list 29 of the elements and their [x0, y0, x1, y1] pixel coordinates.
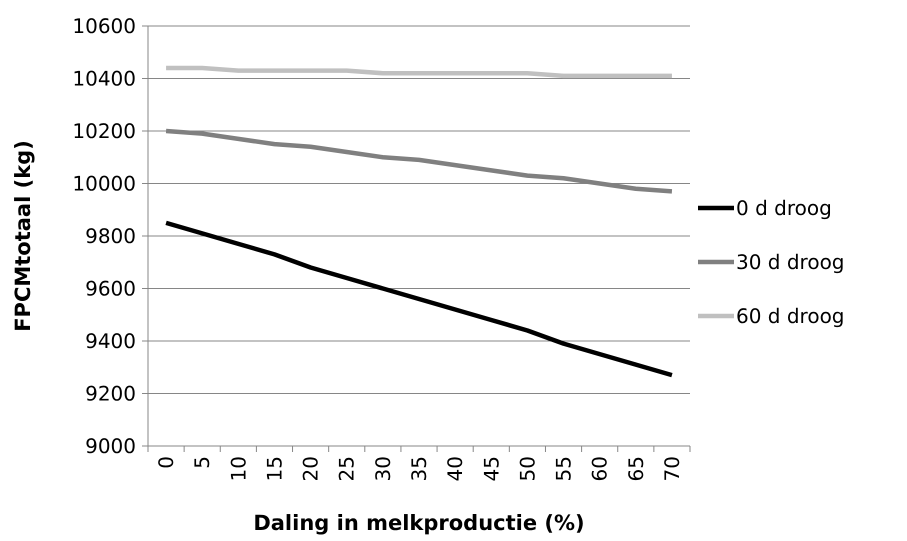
x-tick-label: 30: [370, 456, 395, 482]
x-tick-label: 45: [479, 456, 504, 482]
x-tick-label: 20: [298, 456, 323, 482]
y-tick-label: 10600: [72, 14, 136, 38]
x-tick-label: 50: [515, 456, 540, 482]
y-tick-label: 9000: [85, 434, 136, 458]
x-tick-label: 35: [407, 456, 431, 482]
x-tick-label: 60: [588, 456, 612, 482]
legend-label: 0 d droog: [736, 196, 832, 220]
x-tick-label: 0: [154, 456, 178, 469]
x-tick-label: 70: [660, 456, 684, 482]
y-tick-label: 10200: [72, 119, 136, 143]
x-tick-label: 5: [190, 456, 214, 469]
y-tick-label: 9400: [85, 329, 136, 353]
y-tick-label: 10000: [72, 172, 136, 196]
x-tick-label: 65: [624, 456, 648, 482]
x-tick-label: 25: [334, 456, 359, 482]
y-tick-label: 9200: [85, 382, 136, 406]
x-tick-label: 55: [552, 456, 576, 482]
legend-label: 30 d droog: [736, 250, 845, 274]
x-axis-title: Daling in melkproductie (%): [253, 511, 585, 535]
x-tick-label: 15: [262, 456, 286, 482]
y-tick-label: 9600: [85, 276, 136, 300]
y-axis-title: FPCMtotaal (kg): [11, 140, 35, 332]
x-tick-label: 10: [226, 456, 250, 482]
legend-label: 60 d droog: [736, 304, 845, 328]
x-tick-label: 40: [443, 456, 468, 482]
y-tick-label: 9800: [85, 224, 136, 248]
y-tick-label: 10400: [72, 66, 136, 90]
